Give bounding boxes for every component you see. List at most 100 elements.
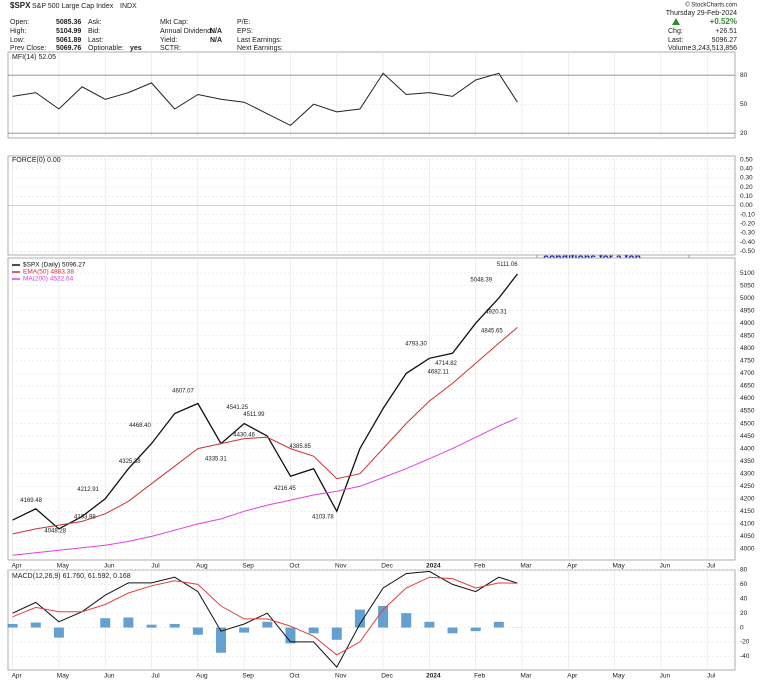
price-annotation: 4541.25 (226, 405, 248, 411)
field-value: +26.51 (715, 28, 737, 35)
y-tick-label: 40 (740, 595, 748, 602)
y-tick-label: 4150 (740, 508, 755, 515)
price-annotation: 4169.48 (20, 498, 42, 504)
series-line (12, 273, 518, 530)
x-tick-label: Feb (474, 563, 486, 570)
series-line (12, 570, 518, 668)
y-tick-label: 4300 (740, 470, 755, 477)
field-label: Prev Close: (10, 45, 46, 52)
x-tick-label: Nov (335, 673, 347, 680)
histogram-bar (216, 627, 227, 653)
legend-label: MA(200) 4522.64 (23, 276, 74, 283)
x-tick-label: Mar (520, 563, 532, 570)
histogram-bar (192, 627, 203, 635)
x-tick-label: Sep (242, 563, 254, 570)
x-tick-label: Feb (474, 673, 486, 680)
field-label: Bid: (88, 28, 100, 35)
price-annotation: 5048.39 (470, 278, 492, 284)
histogram-bar (378, 605, 389, 628)
histogram-bar (146, 624, 157, 628)
change-pct: +0.52% (710, 17, 737, 26)
up-arrow (672, 18, 680, 25)
field-label: P/E: (237, 19, 250, 26)
histogram-bar (285, 627, 296, 644)
y-tick-label: -20 (740, 639, 750, 646)
field-label: Low: (10, 37, 25, 44)
price-annotation: 4714.82 (435, 361, 457, 367)
field-label: Next Earnings: (237, 45, 283, 52)
y-tick-label: 20 (740, 130, 748, 137)
field-label: Annual Dividend: (160, 28, 213, 35)
histogram-bar (470, 627, 481, 632)
histogram-bar (30, 622, 41, 628)
field-label: High: (10, 28, 26, 35)
y-tick-label: 4050 (740, 533, 755, 540)
field-value: 5061.89 (56, 37, 81, 44)
price-annotation: 4682.11 (428, 369, 450, 375)
field-label: SCTR: (160, 45, 181, 52)
y-tick-label: 80 (740, 567, 748, 574)
y-tick-label: 4600 (740, 395, 755, 402)
x-tick-label: Aug (196, 563, 208, 570)
y-tick-label: -40 (740, 653, 750, 660)
histogram-bar (262, 621, 273, 628)
price-annotation: 4468.40 (129, 423, 151, 429)
x-tick-label: Jul (707, 673, 716, 680)
histogram-bar (308, 627, 319, 634)
series-line (12, 417, 518, 556)
x-tick-label: Jul (151, 563, 160, 570)
histogram-bar (123, 617, 134, 628)
field-label: Ask: (88, 19, 102, 26)
legend-label: $SPX (Daily) 5096.27 (23, 262, 86, 269)
price-annotation: 4212.91 (77, 487, 99, 493)
price-annotation: 4103.78 (312, 515, 334, 521)
field-label: Last: (668, 37, 683, 44)
field-label: EPS: (237, 28, 253, 35)
series-line (12, 72, 518, 127)
price-annotation: 4385.85 (289, 444, 311, 450)
y-tick-label: -0.30 (740, 230, 755, 237)
price-annotation: 4920.31 (485, 310, 507, 316)
y-tick-label: 0.00 (740, 202, 753, 209)
exchange: INDX (120, 3, 137, 10)
price-annotation: 5111.06 (497, 262, 518, 268)
field-value: 5096.27 (712, 37, 737, 44)
x-tick-label: Apr (567, 673, 578, 680)
symbol: $SPX (10, 1, 31, 10)
field-value: N/A (210, 28, 222, 35)
x-tick-label: Sep (242, 673, 254, 680)
y-tick-label: 0.10 (740, 193, 753, 200)
x-tick-label: Jun (104, 673, 115, 680)
histogram-bar (401, 613, 412, 628)
field-label: Open: (10, 19, 29, 26)
y-tick-label: 0.30 (740, 175, 753, 182)
y-tick-label: 4700 (740, 370, 755, 377)
y-tick-label: -0.10 (740, 211, 755, 218)
histogram-bar (447, 627, 458, 634)
series-line (12, 327, 518, 535)
field-label: Optionable: (88, 45, 124, 52)
y-tick-label: 4650 (740, 383, 755, 390)
y-tick-label: 4100 (740, 521, 755, 528)
field-value: yes (130, 45, 142, 52)
histogram-bar (493, 621, 504, 628)
y-tick-label: 4250 (740, 483, 755, 490)
x-tick-label: May (57, 563, 70, 570)
x-tick-label: Dec (381, 673, 393, 680)
histogram-bar (331, 627, 342, 640)
y-tick-label: 4800 (740, 345, 755, 352)
x-tick-label: Mar (520, 673, 532, 680)
price-annotation: 4103.98 (74, 514, 96, 520)
date: Thursday 29-Feb-2024 (666, 10, 737, 17)
histogram-bar (424, 621, 435, 628)
y-tick-label: 4350 (740, 458, 755, 465)
x-tick-label: Jul (707, 563, 716, 570)
y-tick-label: 5000 (740, 295, 755, 302)
y-tick-label: 60 (740, 581, 748, 588)
field-label: Chg: (668, 28, 683, 35)
copyright: © StockCharts.com (685, 2, 737, 9)
price-annotation: 4048.28 (44, 528, 66, 534)
panel-title: MFI(14) 52.05 (12, 54, 56, 61)
x-tick-label: Nov (335, 563, 347, 570)
